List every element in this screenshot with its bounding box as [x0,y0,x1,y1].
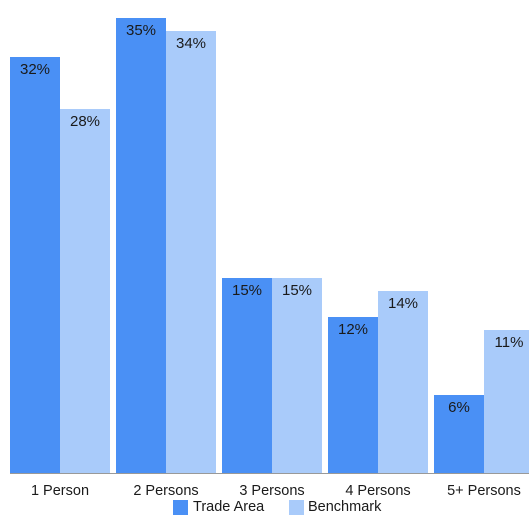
x-tick-label: 1 Person [31,483,89,499]
bar-benchmark-2 [166,31,216,473]
data-label-benchmark-5: 11% [495,334,524,351]
legend-label-benchmark: Benchmark [308,499,382,515]
legend: Trade Area Benchmark [173,499,382,515]
bars-layer [10,18,529,473]
legend-swatch-trade-area [173,500,188,515]
bar-trade-area-3 [222,278,272,473]
data-labels-layer: 32% 28% 35% 34% 15% 15% 12% 14% 6% 11% [20,22,523,416]
bar-benchmark-5 [484,330,529,473]
x-tick-label: 3 Persons [239,483,304,499]
bar-benchmark-4 [378,291,428,473]
x-tick-label: 4 Persons [345,483,410,499]
bar-trade-area-2 [116,18,166,473]
data-label-benchmark-1: 28% [70,113,100,130]
data-label-trade-area-3: 15% [232,282,262,299]
data-label-benchmark-4: 14% [388,295,418,312]
legend-swatch-benchmark [289,500,304,515]
bar-trade-area-4 [328,317,378,473]
data-label-benchmark-3: 15% [282,282,312,299]
legend-label-trade-area: Trade Area [193,499,265,515]
bar-trade-area-5 [434,395,484,473]
data-label-trade-area-4: 12% [338,321,368,338]
bar-benchmark-1 [60,109,110,473]
x-tick-label: 5+ Persons [447,483,521,499]
bar-benchmark-3 [272,278,322,473]
data-label-trade-area-1: 32% [20,61,50,78]
data-label-benchmark-2: 34% [176,35,206,52]
bar-trade-area-1 [10,57,60,473]
data-label-trade-area-2: 35% [126,22,156,39]
x-tick-labels: 1 Person 2 Persons 3 Persons 4 Persons 5+ Pe… [31,483,521,499]
x-tick-label: 2 Persons [133,483,198,499]
data-label-trade-area-5: 6% [448,399,470,416]
